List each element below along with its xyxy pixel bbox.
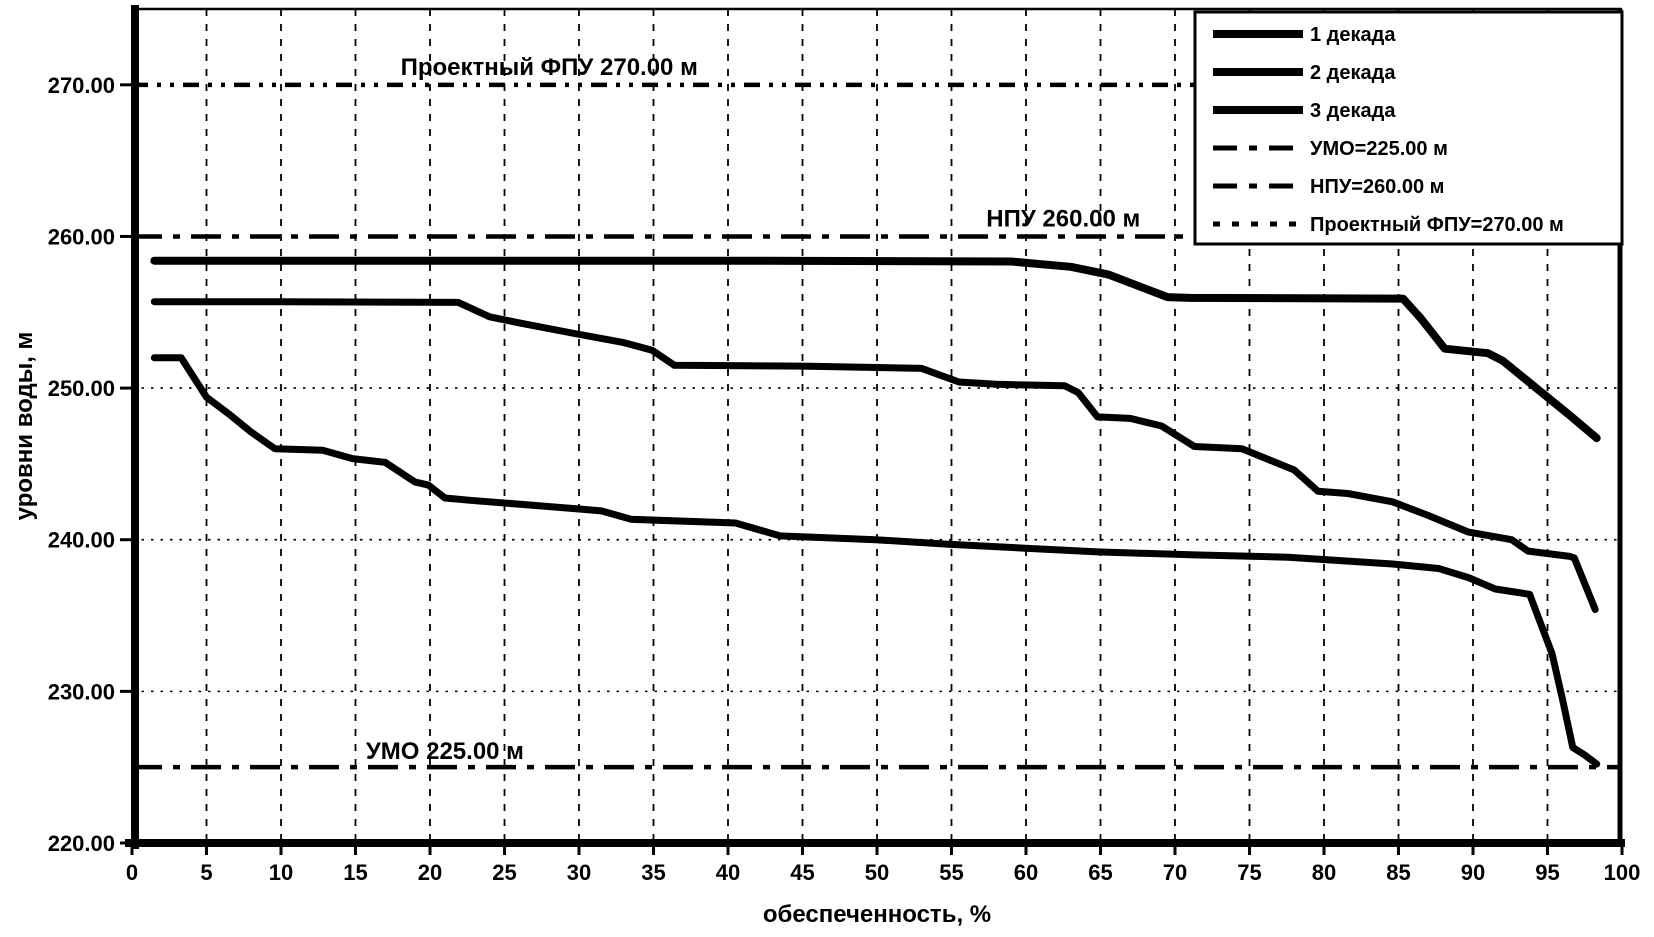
x-tick-label: 95: [1535, 860, 1559, 885]
y-tick-label: 220.00: [48, 831, 115, 856]
x-tick-label: 20: [418, 860, 442, 885]
x-tick-label: 60: [1014, 860, 1038, 885]
x-tick-label: 65: [1088, 860, 1112, 885]
y-tick-label: 260.00: [48, 224, 115, 249]
x-axis-title: обеспеченность, %: [763, 901, 991, 928]
legend-label: 3 декада: [1310, 100, 1396, 122]
x-tick-label: 15: [343, 860, 367, 885]
x-tick-label: 85: [1386, 860, 1410, 885]
reference-annotation: НПУ 260.00 м: [986, 205, 1140, 232]
x-tick-label: 5: [200, 860, 212, 885]
legend-label: Проектный ФПУ=270.00 м: [1310, 214, 1564, 236]
x-tick-label: 80: [1312, 860, 1336, 885]
legend-label: НПУ=260.00 м: [1310, 176, 1444, 198]
x-tick-label: 35: [641, 860, 665, 885]
x-tick-label: 75: [1237, 860, 1261, 885]
series-line-1: [150, 256, 1601, 443]
series-line-2: [150, 298, 1599, 613]
legend-label: 1 декада: [1310, 24, 1396, 46]
x-tick-label: 45: [790, 860, 814, 885]
legend-box: [1193, 10, 1624, 246]
y-tick-label: 270.00: [48, 73, 115, 98]
x-tick-label: 40: [716, 860, 740, 885]
x-tick-label: 55: [939, 860, 963, 885]
reference-annotation: Проектный ФПУ 270.00 м: [401, 54, 698, 81]
x-tick-label: 10: [269, 860, 293, 885]
x-tick-label: 50: [865, 860, 889, 885]
x-tick-label: 100: [1604, 860, 1641, 885]
legend-label: УМО=225.00 м: [1310, 138, 1448, 160]
y-tick-label: 240.00: [48, 528, 115, 553]
x-tick-label: 90: [1461, 860, 1485, 885]
x-tick-label: 25: [492, 860, 516, 885]
y-tick-label: 250.00: [48, 376, 115, 401]
x-tick-label: 30: [567, 860, 591, 885]
reference-annotation: УМО 225.00 м: [366, 738, 524, 765]
legend-label: 2 декада: [1310, 62, 1396, 84]
series-line-3: [150, 354, 1601, 768]
x-tick-label: 70: [1163, 860, 1187, 885]
x-tick-label: 0: [126, 860, 138, 885]
y-tick-label: 230.00: [48, 679, 115, 704]
y-axis-title: уровни воды, м: [11, 332, 38, 521]
